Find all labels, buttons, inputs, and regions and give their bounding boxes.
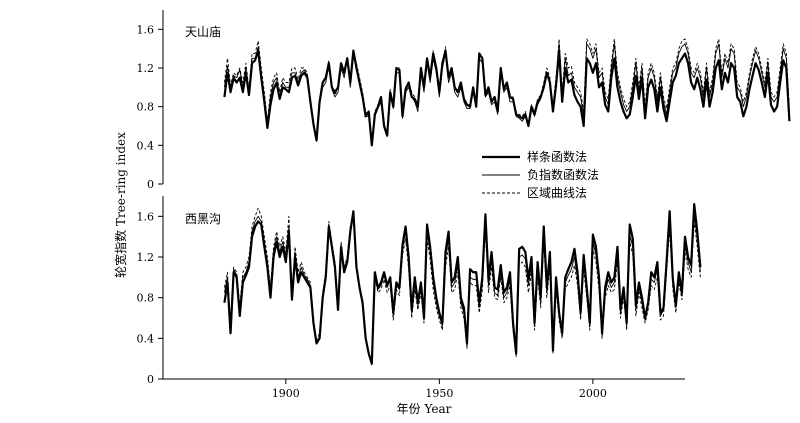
series-line-top-3 [223, 38, 790, 144]
series-line-bottom-2 [223, 210, 701, 365]
y-tick-label-bottom: 0 [147, 373, 154, 386]
panel-title-top: 天山庙 [185, 25, 221, 39]
y-tick-label-top: 1.6 [137, 23, 155, 36]
legend-label-2: 负指数函数法 [527, 167, 599, 182]
panel-bottom: 西黑沟 0 0.4 0.8 1.2 1.6 [137, 196, 702, 386]
series-line-top-1 [223, 49, 791, 147]
legend: 样条函数法 负指数函数法 区域曲线法 [482, 149, 599, 200]
legend-label-1: 样条函数法 [527, 149, 587, 164]
y-tick-label-top: 0.4 [137, 139, 155, 152]
series-line-bottom-1 [223, 203, 702, 365]
x-tick-label: 2000 [579, 387, 607, 400]
y-axis-title: 轮宽指数 Tree-ring index [113, 132, 128, 278]
series-line-bottom-3 [223, 207, 701, 366]
y-tick-label-top: 1.2 [137, 62, 155, 75]
y-tick-label-top: 0.8 [137, 101, 155, 114]
x-axis-title: 年份 Year [397, 402, 452, 416]
y-tick-label-top: 0 [147, 178, 154, 191]
panel-title-bottom: 西黑沟 [185, 212, 221, 226]
x-tick-label: 1950 [425, 387, 453, 400]
y-tick-label-bottom: 0.8 [137, 292, 155, 305]
legend-label-3: 区域曲线法 [527, 186, 587, 200]
x-tick-label: 1900 [272, 387, 300, 400]
panel-top: 天山庙 0 0.4 0.8 1.2 1.6 [137, 10, 791, 191]
y-tick-label-bottom: 0.4 [137, 332, 155, 345]
y-tick-label-bottom: 1.2 [137, 251, 155, 264]
y-tick-label-bottom: 1.6 [137, 210, 155, 223]
